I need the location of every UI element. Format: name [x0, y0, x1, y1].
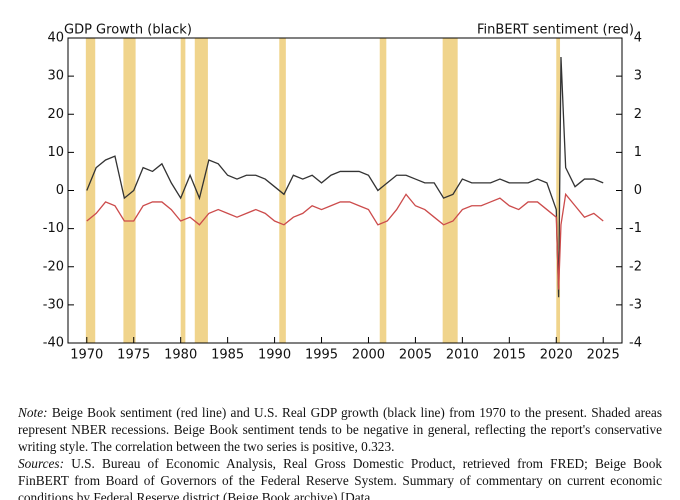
series-line [86, 192, 604, 290]
x-tick-label: 1990 [258, 348, 291, 363]
x-tick-label: 2020 [540, 348, 573, 363]
x-tick-label: 2005 [399, 348, 432, 363]
x-tick-label: 1995 [305, 348, 338, 363]
x-tick-label: 2025 [587, 348, 620, 363]
note-text: Beige Book sentiment (red line) and U.S.… [18, 405, 662, 454]
recession-band [556, 38, 561, 343]
recession-band [123, 38, 136, 343]
x-tick-label: 1985 [211, 348, 244, 363]
y-tick-label: -30 [43, 297, 64, 312]
series-line [86, 57, 604, 298]
x-tick-label: 2015 [493, 348, 526, 363]
sources-text: U.S. Bureau of Economic Analysis, Real G… [18, 456, 662, 500]
y2-tick-label: 3 [634, 69, 642, 84]
y-tick-label: 10 [47, 145, 64, 160]
x-tick-label: 1980 [164, 348, 197, 363]
x-tick-label: 2010 [446, 348, 479, 363]
y-tick-label: 0 [56, 183, 64, 198]
plot-frame [67, 37, 623, 344]
recession-band [85, 38, 96, 343]
y2-tick-label: 0 [634, 183, 642, 198]
x-tick-label: 2000 [352, 348, 385, 363]
recession-band [180, 38, 186, 343]
y2-tick-label: -3 [629, 297, 642, 312]
y2-tick-label: 4 [634, 31, 642, 46]
y2-tick-label: 2 [634, 107, 642, 122]
y-tick-label: 30 [47, 69, 64, 84]
caption: Note: Beige Book sentiment (red line) an… [18, 404, 662, 500]
note-label: Note: [18, 405, 48, 420]
y2-tick-label: -2 [629, 259, 642, 274]
chart: GDP Growth (black) FinBERT sentiment (re… [43, 23, 642, 363]
recession-band [442, 38, 458, 343]
y-tick-label: 40 [47, 31, 64, 46]
y-tick-label: -40 [43, 336, 64, 351]
y2-tick-label: 1 [634, 145, 642, 160]
y-tick-label: -10 [43, 221, 64, 236]
sources: Sources: U.S. Bureau of Economic Analysi… [18, 455, 662, 500]
x-tick-label: 1970 [70, 348, 103, 363]
y2-tick-label: -1 [629, 221, 642, 236]
left-title: GDP Growth (black) [64, 23, 192, 38]
y2-tick-label: -4 [629, 336, 642, 351]
y-tick-label: -20 [43, 259, 64, 274]
recession-band [379, 38, 387, 343]
x-tick-label: 1975 [117, 348, 150, 363]
sources-label: Sources: [18, 456, 65, 471]
right-title: FinBERT sentiment (red) [477, 23, 634, 38]
recession-band [279, 38, 286, 343]
y-tick-label: 20 [47, 107, 64, 122]
note: Note: Beige Book sentiment (red line) an… [18, 404, 662, 455]
